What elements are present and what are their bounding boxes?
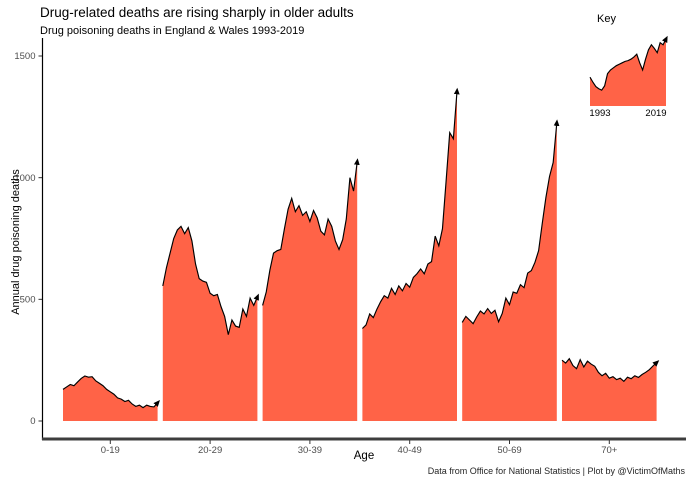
- x-tick-label: 30-39: [298, 445, 322, 456]
- key-title: Key: [597, 13, 616, 25]
- x-tick-label: 20-29: [198, 445, 222, 456]
- y-tick-label: 1500: [14, 51, 35, 62]
- x-tick-label: 40-49: [398, 445, 422, 456]
- area-50-69: [462, 122, 557, 422]
- trend-line-20-29: [162, 225, 259, 335]
- x-tick-label: 0-19: [101, 445, 120, 456]
- chart-subtitle: Drug poisoning deaths in England & Wales…: [40, 25, 305, 37]
- chart-caption: Data from Office for National Statistics…: [427, 466, 685, 476]
- area-40-49: [362, 91, 457, 421]
- y-tick-label: 0: [30, 416, 35, 427]
- key-end-year: 2019: [645, 108, 667, 119]
- x-tick-label: 70+: [601, 445, 618, 456]
- area-0-19: [63, 375, 158, 421]
- trend-line-70+: [561, 357, 660, 383]
- y-tick-label: 500: [20, 295, 36, 306]
- area-70+: [562, 358, 657, 421]
- x-axis-title: Age: [353, 450, 375, 462]
- trend-line-0-19: [62, 375, 160, 409]
- trend-line-40-49: [361, 87, 460, 329]
- area-20-29: [162, 226, 258, 421]
- area-30-39: [262, 161, 358, 421]
- key-start-year: 1993: [589, 108, 611, 119]
- y-axis-title: Annual drug poisoning deaths: [10, 169, 22, 315]
- chart-title: Drug-related deaths are rising sharply i…: [40, 5, 354, 20]
- trend-line-30-39: [262, 158, 360, 306]
- key-trend-line: [589, 35, 668, 91]
- x-tick-label: 50-69: [497, 445, 521, 456]
- trend-line-50-69: [461, 119, 560, 325]
- y-tick-label: 1000: [14, 173, 35, 184]
